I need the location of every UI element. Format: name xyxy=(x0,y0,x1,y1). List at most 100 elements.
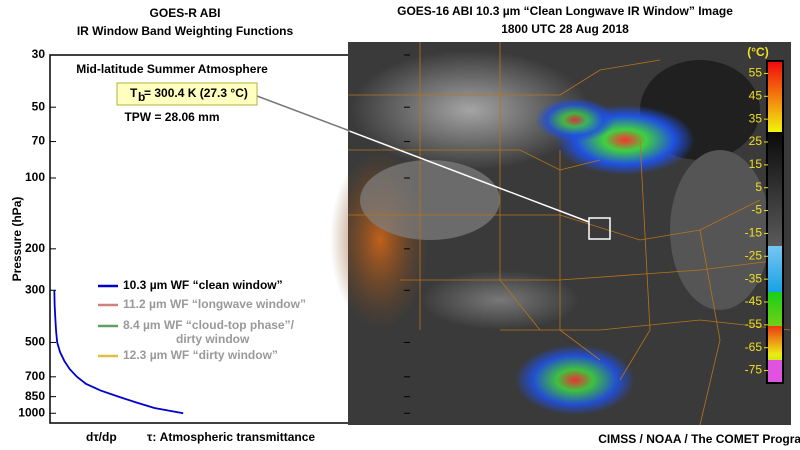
y-tick-label: 30 xyxy=(32,47,46,61)
legend-label: 8.4 µm WF “cloud-top phase”/ xyxy=(123,318,295,332)
left-title: GOES-R ABI xyxy=(150,6,221,20)
colorbar-cell xyxy=(768,136,782,138)
colorbar-cell xyxy=(768,336,782,338)
colorbar-cell xyxy=(768,140,782,142)
colorbar-cell xyxy=(768,108,782,110)
colorbar-cell xyxy=(768,158,782,160)
colorbar-label: 35 xyxy=(749,111,763,125)
colorbar-cell xyxy=(768,332,782,334)
colorbar-cell xyxy=(768,132,782,134)
colorbar-cell xyxy=(768,218,782,220)
colorbar-cell xyxy=(768,342,782,344)
colorbar-cell xyxy=(768,162,782,164)
tb-symbol: T xyxy=(130,86,138,100)
colorbar-label: 45 xyxy=(749,88,763,102)
y-tick-label: 700 xyxy=(25,369,45,383)
colorbar-cell xyxy=(768,82,782,84)
colorbar-cell xyxy=(768,316,782,318)
colorbar-cell xyxy=(768,262,782,264)
annotation: TPW = 28.06 mm xyxy=(124,110,219,124)
colorbar-label: -15 xyxy=(745,226,763,240)
colorbar-cell xyxy=(768,264,782,266)
colorbar-cell xyxy=(768,142,782,144)
colorbar-label: 5 xyxy=(755,180,762,194)
colorbar-cell xyxy=(768,292,782,294)
colorbar-cell xyxy=(768,196,782,198)
x-axis-label: dτ/dp xyxy=(86,430,117,444)
colorbar-cell xyxy=(768,266,782,268)
colorbar-cell xyxy=(768,288,782,290)
y-tick-label: 850 xyxy=(25,389,45,403)
colorbar-cell xyxy=(768,274,782,276)
colorbar-cell xyxy=(768,64,782,66)
colorbar-cell xyxy=(768,362,782,364)
satellite-image xyxy=(330,42,791,426)
colorbar-cell xyxy=(768,360,782,362)
colorbar-cell xyxy=(768,268,782,270)
colorbar-label: 15 xyxy=(749,157,763,171)
colorbar-cell xyxy=(768,256,782,258)
colorbar-cell xyxy=(768,72,782,74)
colorbar-cell xyxy=(768,204,782,206)
colorbar-cell xyxy=(768,302,782,304)
colorbar-cell xyxy=(768,74,782,76)
legend-label: 12.3 µm WF “dirty window” xyxy=(123,348,278,362)
colorbar-cell xyxy=(768,226,782,228)
colorbar-cell xyxy=(768,160,782,162)
colorbar-cell xyxy=(768,102,782,104)
colorbar-cell xyxy=(768,212,782,214)
colorbar-cell xyxy=(768,188,782,190)
colorbar-cell xyxy=(768,372,782,374)
colorbar-cell xyxy=(768,166,782,168)
colorbar-cell xyxy=(768,296,782,298)
y-tick-label: 200 xyxy=(25,241,45,255)
colorbar-cell xyxy=(768,88,782,90)
colorbar-cell xyxy=(768,116,782,118)
colorbar-cell xyxy=(768,182,782,184)
colorbar-cell xyxy=(768,294,782,296)
legend-label: 11.2 µm WF “longwave window” xyxy=(123,297,306,311)
colorbar-label: 25 xyxy=(749,134,763,148)
colorbar-cell xyxy=(768,128,782,130)
colorbar-cell xyxy=(768,170,782,172)
colorbar-cell xyxy=(768,356,782,358)
colorbar-cell xyxy=(768,152,782,154)
colorbar-cell xyxy=(768,104,782,106)
colorbar-cell xyxy=(768,148,782,150)
colorbar-label: -5 xyxy=(751,203,762,217)
colorbar-cell xyxy=(768,80,782,82)
colorbar-cell xyxy=(768,210,782,212)
colorbar-cell xyxy=(768,86,782,88)
colorbar-cell xyxy=(768,214,782,216)
colorbar-cell xyxy=(768,346,782,348)
colorbar-cell xyxy=(768,144,782,146)
colorbar-label: -75 xyxy=(745,363,763,377)
colorbar-cell xyxy=(768,122,782,124)
colorbar-cell xyxy=(768,374,782,376)
colorbar-cell xyxy=(768,228,782,230)
colorbar-cell xyxy=(768,314,782,316)
colorbar-cell xyxy=(768,110,782,112)
annotation: Mid-latitude Summer Atmosphere xyxy=(76,62,268,76)
colorbar-cell xyxy=(768,348,782,350)
colorbar-cell xyxy=(768,126,782,128)
y-tick-label: 100 xyxy=(25,170,45,184)
colorbar-cell xyxy=(768,96,782,98)
colorbar-cell xyxy=(768,326,782,328)
colorbar-cell xyxy=(768,290,782,292)
colorbar-cell xyxy=(768,366,782,368)
y-tick-label: 50 xyxy=(32,99,46,113)
colorbar-cell xyxy=(768,370,782,372)
colorbar-cell xyxy=(768,258,782,260)
colorbar-cell xyxy=(768,222,782,224)
colorbar-cell xyxy=(768,242,782,244)
colorbar-cell xyxy=(768,280,782,282)
colorbar-cell xyxy=(768,378,782,380)
colorbar-cell xyxy=(768,238,782,240)
credit: CIMSS / NOAA / The COMET Program xyxy=(598,432,800,446)
colorbar-cell xyxy=(768,340,782,342)
colorbar-cell xyxy=(768,164,782,166)
colorbar-cell xyxy=(768,106,782,108)
colorbar-cell xyxy=(768,186,782,188)
colorbar-cell xyxy=(768,198,782,200)
